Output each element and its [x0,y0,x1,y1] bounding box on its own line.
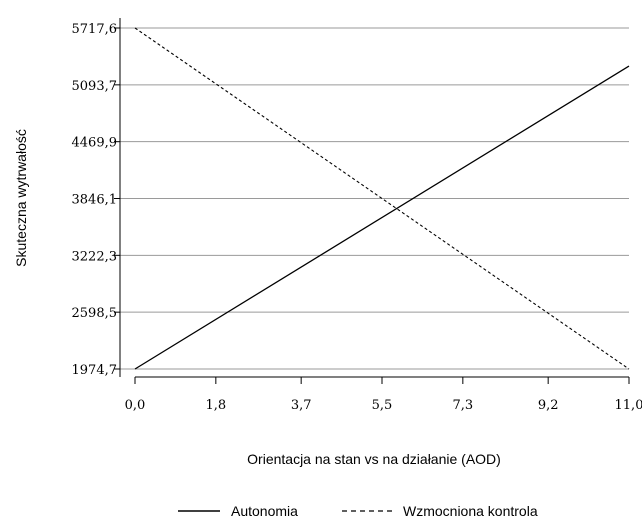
x-tick-label: 5,5 [372,398,393,413]
x-axis-title: Orientacja na stan vs na działanie (AOD) [247,451,501,467]
y-tick-label: 1974,7 [72,363,118,378]
x-tick-label: 3,7 [291,398,312,413]
grid-lines [120,27,629,370]
series-line-wzmocniona-kontrola [134,27,630,370]
x-tick-label: 0,0 [125,398,146,413]
y-axis-ticks: 1974,7 2598,5 3222,3 3846,1 4469,9 5093,7 5717… [72,18,121,378]
legend-label-autonomia: Autonomia [231,503,298,519]
x-tick-label: 11,0 [615,398,642,413]
y-tick-label: 2598,5 [72,306,118,321]
x-tick-label: 9,2 [538,398,559,413]
y-tick-label: 3222,3 [72,249,118,264]
y-tick-label: 5717,6 [72,22,118,37]
y-tick-label: 5093,7 [72,79,118,94]
y-tick-label: 4469,9 [72,136,118,151]
series-line-autonomia [134,65,630,370]
series-lines [134,27,630,370]
y-axis-title: Skuteczna wytrwałość [13,129,29,267]
legend-label-wzmocniona-kontrola: Wzmocniona kontrola [403,503,538,519]
x-tick-label: 1,8 [205,398,226,413]
y-tick-label: 3846,1 [72,193,118,208]
x-tick-label: 7,3 [452,398,473,413]
x-axis-ticks: 0,0 1,8 3,7 5,5 7,3 9,2 11,0 [125,376,642,413]
legend: Autonomia Wzmocniona kontrola [178,503,538,519]
